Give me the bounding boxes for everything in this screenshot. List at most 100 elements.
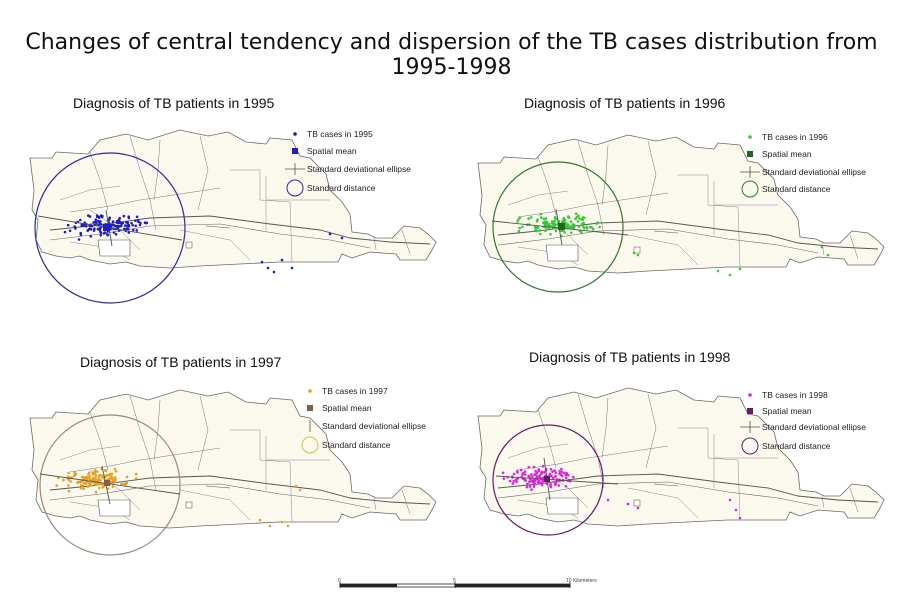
tb-case-point [87, 227, 91, 231]
tb-case-point [114, 470, 118, 473]
tb-case-point [502, 477, 506, 480]
tb-case-point [563, 218, 567, 222]
tb-case-point [67, 471, 70, 475]
tb-case-point [89, 228, 93, 231]
tb-case-point [97, 215, 100, 219]
tb-case-point [518, 226, 521, 230]
tb-case-point [551, 476, 555, 480]
tb-case-point [572, 223, 576, 227]
tb-case-point [92, 221, 95, 224]
tb-case-point [79, 218, 82, 222]
tb-case-point [94, 218, 98, 221]
tb-case-point [576, 220, 580, 223]
tb-case-point [87, 472, 90, 476]
legend-1998: TB cases in 1998 Spatial mean Standard d… [740, 390, 866, 455]
panel-title-1998: Diagnosis of TB patients in 1998 [529, 349, 731, 365]
standard-distance-circle-1998 [492, 424, 604, 536]
tb-case-point [549, 485, 553, 489]
tb-case-point [525, 485, 529, 489]
tb-case-point [543, 220, 546, 224]
legend-label-cases: TB cases in 1997 [322, 386, 388, 396]
tb-case-point [98, 482, 101, 486]
tb-case-point [511, 482, 515, 485]
tb-case-point [294, 484, 298, 488]
tb-case-point [545, 223, 548, 227]
tb-case-point [108, 473, 111, 477]
tb-case-point [66, 223, 70, 227]
tb-case-point [540, 481, 544, 485]
legend-label-ellipse: Standard deviational ellipse [762, 422, 866, 432]
tb-case-point [548, 472, 552, 476]
tb-case-point [96, 219, 100, 223]
tb-case-point [501, 471, 505, 475]
tb-case-point [517, 218, 520, 221]
tb-case-point [290, 266, 294, 270]
tb-case-point [554, 471, 558, 474]
tb-case-point [535, 471, 538, 474]
tb-case-point [135, 229, 139, 232]
map-panel-1998 [477, 387, 885, 536]
tb-case-point [93, 469, 97, 472]
tb-case-point [74, 227, 77, 230]
tb-case-point [131, 224, 134, 227]
tb-case-point [583, 226, 586, 230]
tb-case-point [93, 479, 96, 482]
tb-case-point [134, 219, 137, 222]
tb-case-point [527, 466, 531, 469]
tb-case-point [73, 225, 76, 228]
tb-case-point [68, 229, 72, 233]
tb-case-point [585, 226, 589, 230]
tb-case-point [564, 485, 568, 488]
tb-case-point [99, 231, 103, 234]
tb-case-point [120, 482, 123, 486]
tb-case-point [539, 212, 543, 216]
tb-case-point [134, 472, 138, 476]
tb-case-point [560, 467, 563, 471]
tb-case-point [103, 231, 107, 234]
tb-case-point [109, 224, 113, 227]
tb-case-point [112, 231, 116, 234]
tb-case-point [565, 222, 568, 225]
tb-case-point [716, 269, 720, 273]
tb-case-point [574, 212, 578, 215]
tb-case-point [110, 472, 114, 476]
tb-case-point [74, 472, 78, 476]
tb-case-point [527, 217, 530, 220]
tb-case-point [328, 232, 332, 236]
tb-case-point [590, 226, 593, 229]
tb-case-point [63, 230, 67, 234]
legend-label-ellipse: Standard deviational ellipse [322, 421, 426, 431]
tb-case-point [340, 236, 344, 240]
spatial-mean-1996 [558, 223, 565, 230]
tb-case-point [574, 217, 577, 221]
tb-case-point [632, 251, 636, 255]
tb-case-point [572, 475, 575, 479]
tb-case-point [125, 482, 129, 485]
tb-case-point [113, 476, 117, 479]
legend-label-mean: Spatial mean [307, 146, 357, 156]
tb-case-point [516, 469, 519, 473]
tb-case-point [526, 483, 529, 486]
tb-case-point [528, 480, 531, 484]
tb-case-point [581, 218, 584, 222]
tb-case-point [101, 486, 104, 489]
legend-label-mean: Spatial mean [762, 149, 812, 159]
tb-case-point [94, 474, 98, 478]
panel-title-1996: Diagnosis of TB patients in 1996 [524, 95, 726, 111]
standard-distance-circle-1995 [34, 152, 186, 304]
tb-case-point [113, 467, 117, 471]
tb-case-point [563, 231, 566, 234]
tb-case-point [111, 220, 115, 223]
tb-case-point [93, 227, 96, 230]
tb-case-point [90, 484, 93, 487]
tb-case-point [80, 484, 83, 487]
tb-case-point [518, 216, 522, 219]
tb-case-point [116, 225, 119, 228]
tb-case-point [79, 480, 82, 484]
tb-case-point [738, 267, 742, 271]
tb-case-point [580, 231, 583, 234]
map-panel-1995 [29, 129, 437, 304]
tb-case-point [126, 221, 130, 224]
tb-case-point [568, 216, 571, 220]
tb-case-point [530, 488, 533, 491]
